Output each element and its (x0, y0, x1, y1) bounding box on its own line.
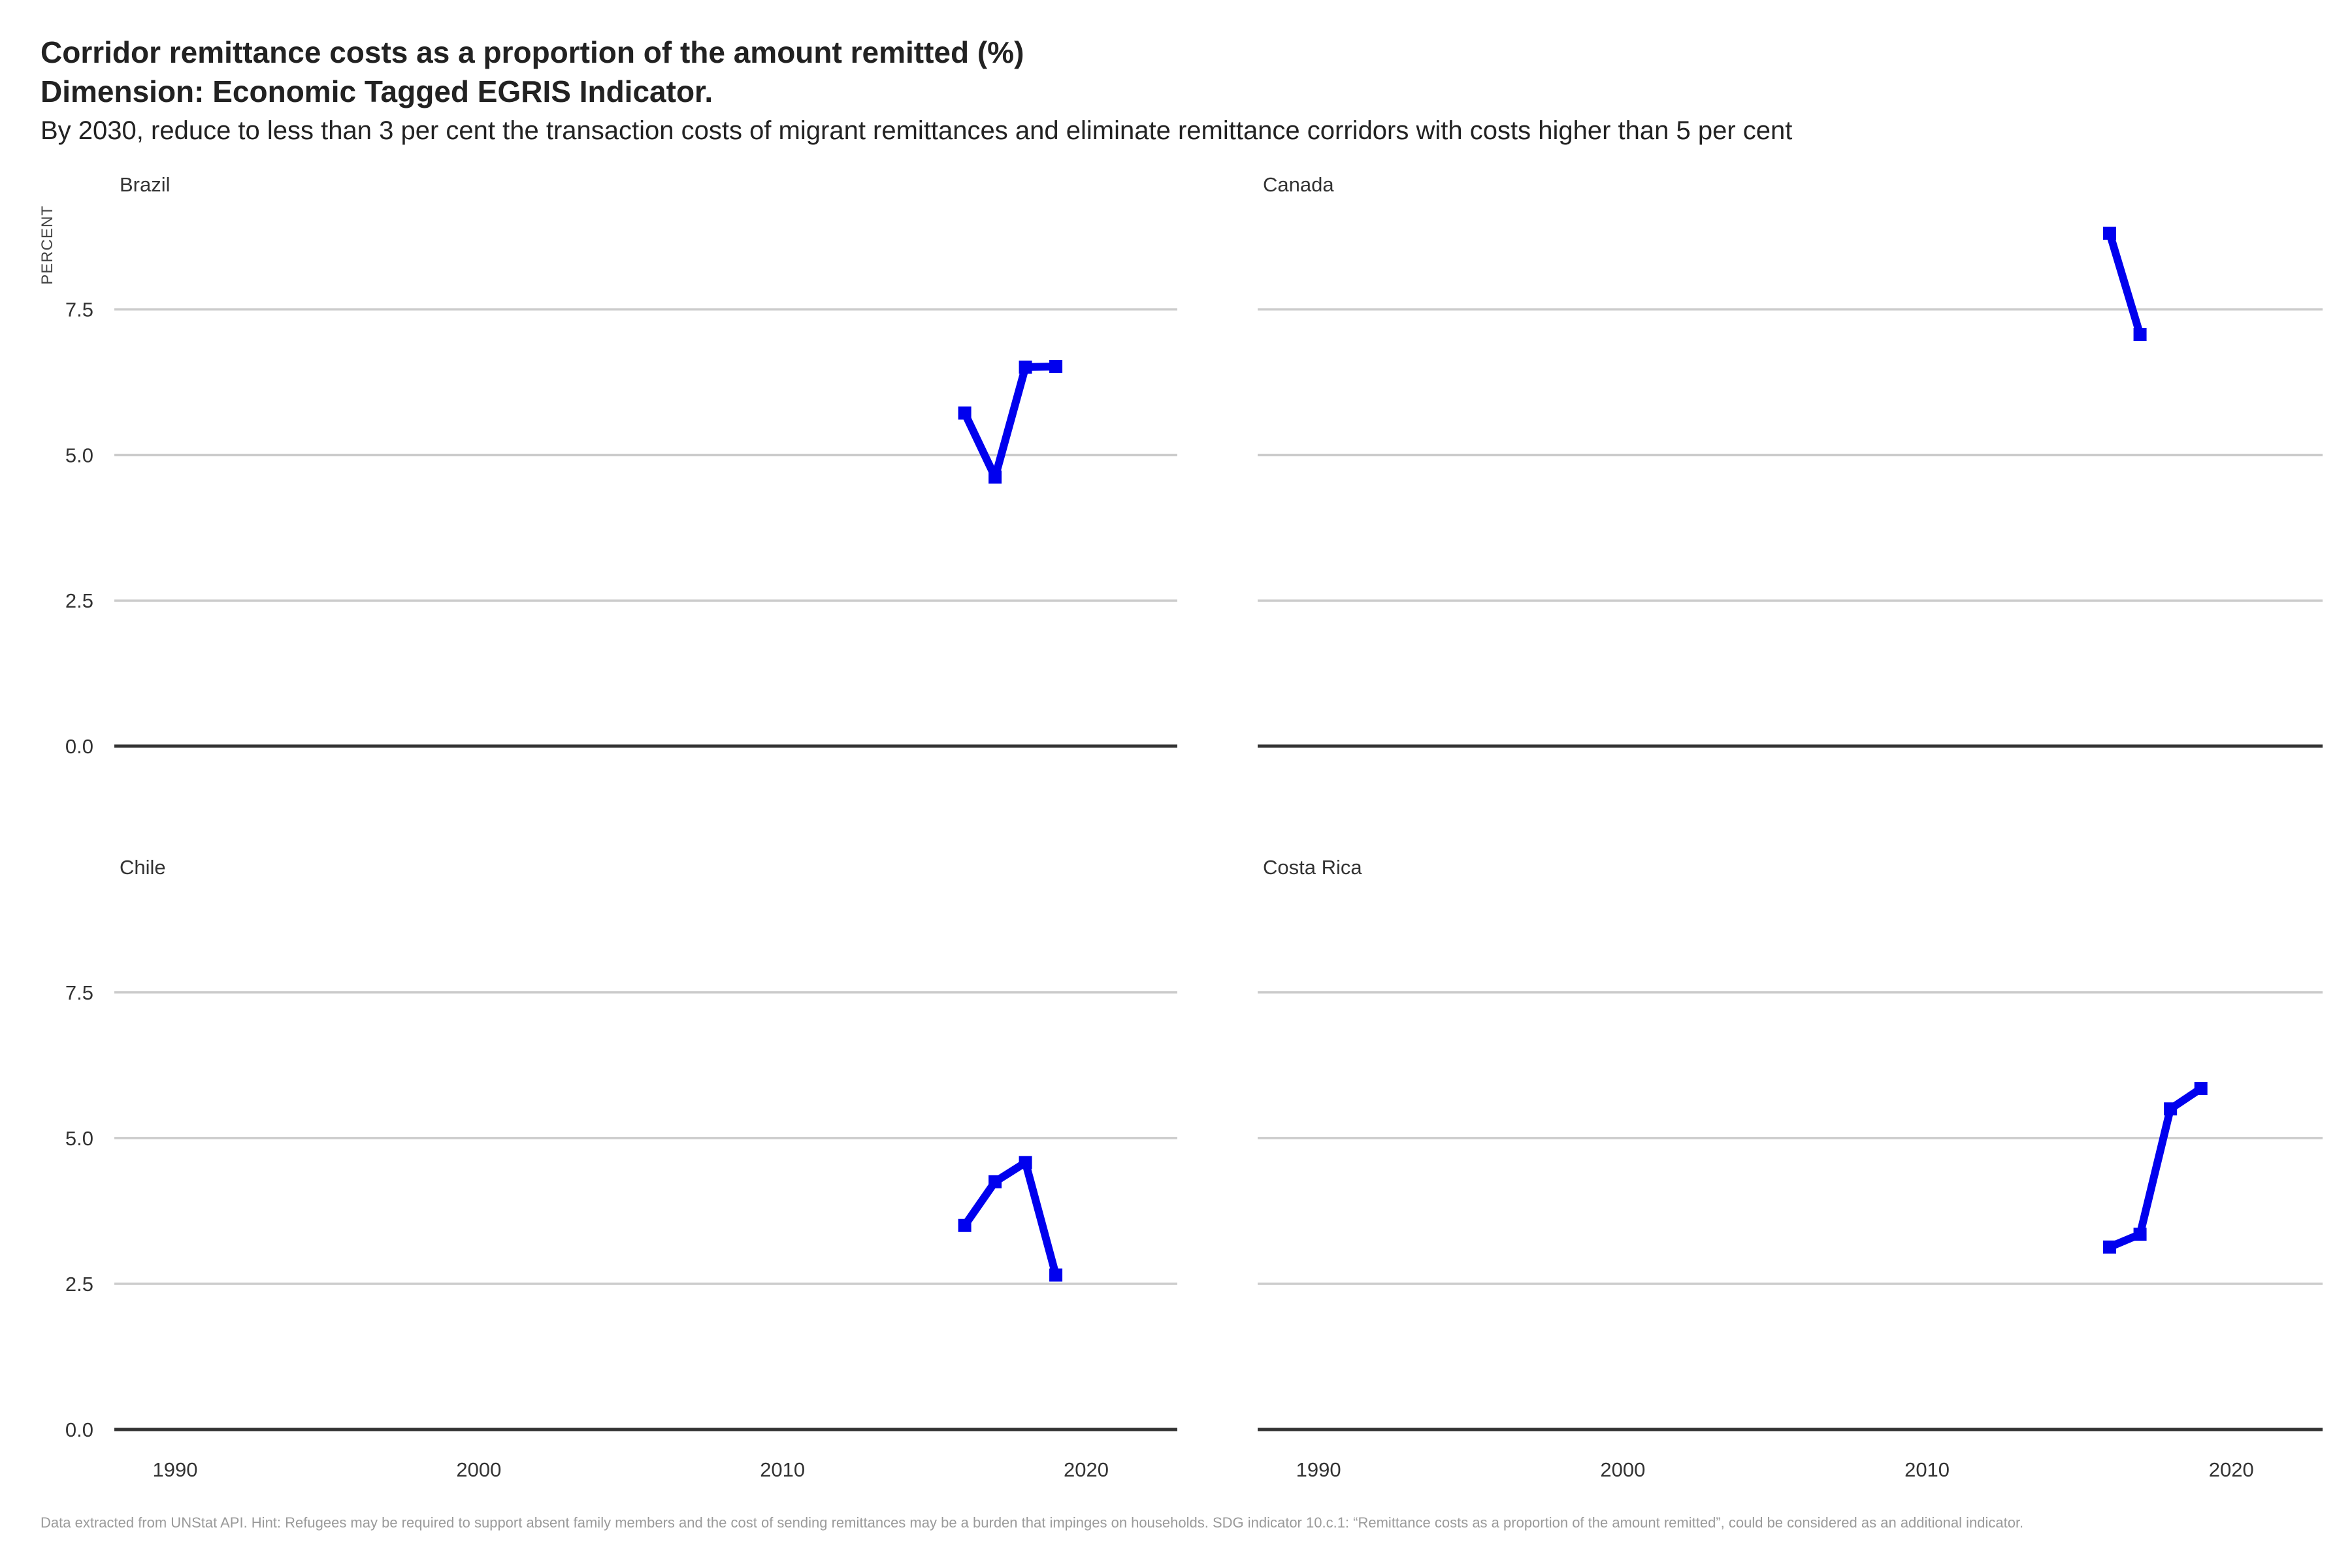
x-tick-label-costa-rica: 1990 (1296, 1458, 1341, 1481)
data-point-brazil (1049, 359, 1063, 373)
y-tick-label-brazil: 2.5 (65, 589, 93, 612)
data-point-canada (2103, 226, 2116, 240)
facet-title-chile: Chile (120, 856, 166, 879)
data-point-costa-rica (2103, 1240, 2116, 1254)
chart-subtitle: By 2030, reduce to less than 3 per cent … (41, 116, 1793, 145)
y-tick-label-chile: 5.0 (65, 1127, 93, 1150)
chart-title: Corridor remittance costs as a proportio… (41, 33, 1024, 111)
x-tick-label-chile: 2020 (1064, 1458, 1109, 1481)
series-line-canada (2106, 229, 2144, 338)
y-tick-label-brazil: 5.0 (65, 444, 93, 466)
x-tick-label-chile: 1990 (152, 1458, 197, 1481)
data-point-costa-rica (2164, 1102, 2178, 1116)
x-tick-label-costa-rica: 2010 (1904, 1458, 1950, 1481)
data-point-chile (1049, 1268, 1063, 1282)
series-line-chile (960, 1158, 1060, 1279)
data-point-costa-rica (2194, 1082, 2208, 1096)
y-axis-label: PERCENT (39, 205, 56, 285)
facet-title-canada: Canada (1263, 173, 1334, 196)
data-point-chile (988, 1175, 1002, 1188)
title-line-2: Dimension: Economic Tagged EGRIS Indicat… (41, 74, 713, 108)
x-tick-label-costa-rica: 2000 (1600, 1458, 1645, 1481)
y-tick-label-brazil: 0.0 (65, 735, 93, 758)
x-tick-label-chile: 2000 (456, 1458, 501, 1481)
y-tick-label-chile: 7.5 (65, 981, 93, 1004)
y-tick-label-chile: 2.5 (65, 1273, 93, 1296)
y-tick-label-chile: 0.0 (65, 1418, 93, 1441)
facet-title-costa-rica: Costa Rica (1263, 856, 1362, 879)
facet-title-brazil: Brazil (120, 173, 171, 196)
title-line-1: Corridor remittance costs as a proportio… (41, 35, 1024, 69)
x-tick-label-chile: 2010 (760, 1458, 805, 1481)
data-point-brazil (1019, 360, 1032, 374)
data-point-costa-rica (2133, 1228, 2147, 1241)
y-tick-label-brazil: 7.5 (65, 299, 93, 321)
data-point-chile (958, 1218, 972, 1232)
data-point-canada (2133, 327, 2147, 341)
series-line-brazil (960, 363, 1060, 482)
data-point-brazil (958, 406, 972, 420)
x-tick-label-costa-rica: 2020 (2209, 1458, 2254, 1481)
series-line-costa-rica (2106, 1085, 2205, 1251)
data-point-brazil (988, 470, 1002, 484)
caption: Data extracted from UNStat API. Hint: Re… (41, 1514, 2024, 1531)
data-point-chile (1019, 1156, 1032, 1169)
